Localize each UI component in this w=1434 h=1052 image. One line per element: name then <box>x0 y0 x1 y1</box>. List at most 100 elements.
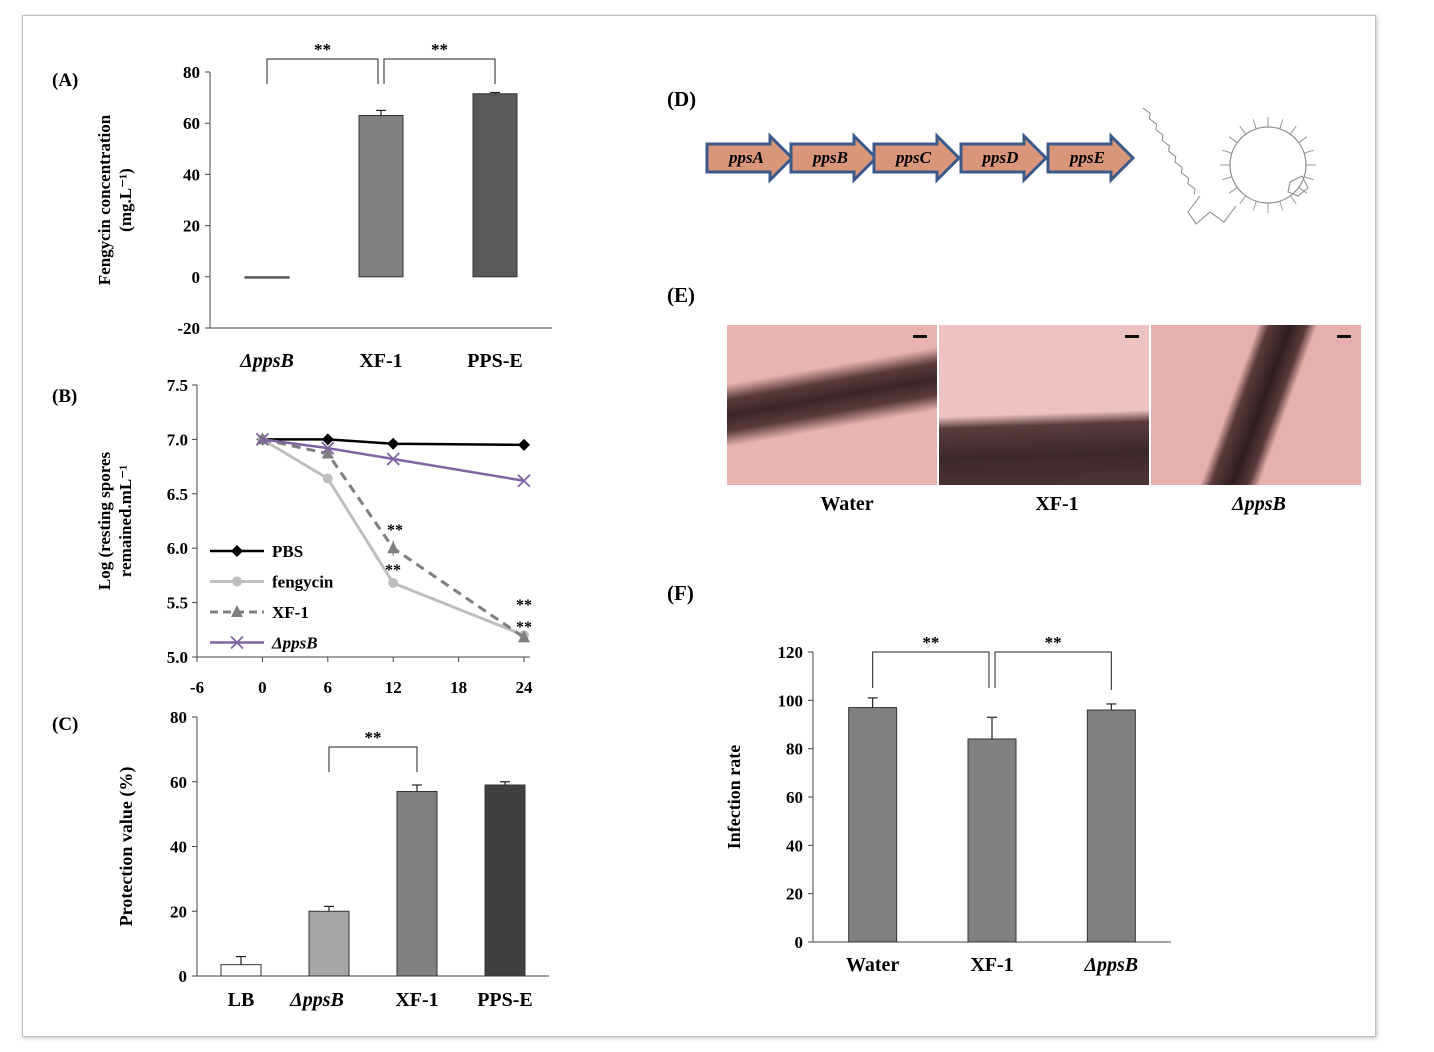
gene-label: ppsD <box>981 148 1019 167</box>
bar <box>358 115 404 278</box>
y-axis-label: Protection value (%) <box>116 767 137 927</box>
marker-x <box>321 441 335 455</box>
bar <box>967 738 1017 943</box>
gene-arrow <box>789 132 879 184</box>
micrograph-water <box>727 325 937 485</box>
y-tick-label: 80 <box>170 708 187 727</box>
x-category-label: XF-1 <box>395 989 438 1011</box>
y-axis-label-line2: (mg.L⁻¹) <box>116 168 135 232</box>
significance-marker: ** <box>922 633 939 652</box>
panel-label-e: (E) <box>667 283 695 307</box>
legend-label: ΔppsB <box>271 634 318 653</box>
y-tick-label: 40 <box>183 165 200 184</box>
scale-bar <box>1125 335 1139 338</box>
marker-x <box>386 452 400 466</box>
micrograph-xf1 <box>939 325 1149 485</box>
y-tick-label: 7.0 <box>167 430 188 449</box>
significance-bracket <box>328 746 418 772</box>
y-tick-label: 5.0 <box>167 648 188 667</box>
gene-label: ppsC <box>894 148 932 167</box>
panel-label-f: (F) <box>667 581 694 605</box>
aromatic-ring <box>1287 175 1309 197</box>
significance-marker: ** <box>365 728 382 747</box>
x-category-label: Water <box>846 954 899 976</box>
x-tick-label: -6 <box>190 678 204 697</box>
figure-frame <box>22 15 1376 1037</box>
y-tick-label: 0 <box>192 268 201 287</box>
significance-marker: ** <box>314 40 331 59</box>
y-tick-label: 0 <box>179 967 188 986</box>
gene-arrow <box>705 132 795 184</box>
bar <box>220 964 262 977</box>
side-chain <box>1279 200 1284 211</box>
significance-bracket <box>994 651 1112 690</box>
y-tick-label: 60 <box>786 788 803 807</box>
x-tick-label: 12 <box>385 678 402 697</box>
x-category-label: ΔppsB <box>289 989 344 1011</box>
fengycin-structure-drawing <box>1142 107 1316 225</box>
significance-marker: ** <box>385 562 401 579</box>
panel-label-c: (C) <box>52 714 78 735</box>
micrograph-label-xf1: XF-1 <box>1035 493 1078 515</box>
gene-arrow <box>1046 132 1136 184</box>
marker-diamond <box>231 545 243 557</box>
marker-diamond <box>518 438 530 451</box>
peptide-ring <box>1229 126 1307 204</box>
y-tick-label: 7.5 <box>167 376 188 395</box>
bar <box>396 790 438 977</box>
significance-bracket <box>266 58 379 84</box>
y-axis-label: Infection rate <box>724 745 744 849</box>
x-category-label: LB <box>228 989 255 1011</box>
micrograph-appsb <box>1151 325 1361 485</box>
marker-triangle <box>321 446 334 459</box>
bar <box>244 276 290 279</box>
panel-label-b: (B) <box>52 386 77 407</box>
x-tick-label: 24 <box>516 678 534 697</box>
x-tick-label: 0 <box>258 678 267 697</box>
side-chain <box>1279 119 1284 130</box>
bar <box>308 910 350 977</box>
marker-x <box>255 432 270 447</box>
marker-circle <box>322 473 333 484</box>
gene-arrow <box>872 132 962 184</box>
side-chain <box>1252 119 1257 130</box>
side-chain <box>1222 149 1233 154</box>
bar <box>472 93 518 278</box>
micrograph-label-water: Water <box>820 493 873 515</box>
y-axis-label-line2: remained.mL⁻¹ <box>116 465 135 577</box>
significance-bracket <box>872 651 990 688</box>
side-chain <box>1222 176 1233 181</box>
y-tick-label: 20 <box>183 217 200 236</box>
y-tick-label: -20 <box>177 319 200 338</box>
significance-bracket <box>383 58 496 84</box>
gene-label: ppsE <box>1068 148 1105 167</box>
marker-diamond <box>387 437 400 450</box>
y-tick-label: 6.0 <box>167 539 188 558</box>
y-tick-label: 100 <box>778 691 804 710</box>
marker-circle <box>388 578 399 589</box>
gene-label: ppsB <box>811 148 848 167</box>
marker-circle <box>232 576 242 587</box>
significance-marker: ** <box>1045 633 1062 652</box>
gene-arrow <box>959 132 1049 184</box>
legend-label: fengycin <box>272 573 334 592</box>
panel-label-d: (D) <box>667 87 696 111</box>
series-line <box>262 437 525 639</box>
x-tick-label: 6 <box>324 678 333 697</box>
significance-marker: ** <box>516 619 532 636</box>
lipid-tail <box>1142 107 1196 195</box>
series-line <box>262 438 525 447</box>
marker-triangle <box>518 630 530 643</box>
x-category-label: PPS-E <box>477 989 533 1011</box>
marker-x <box>517 474 531 488</box>
side-chain <box>1252 200 1257 211</box>
significance-marker: ** <box>431 40 448 59</box>
side-chain <box>1303 176 1314 181</box>
side-chain <box>1239 125 1247 135</box>
series-line <box>261 438 525 637</box>
y-tick-label: 60 <box>183 114 200 133</box>
legend-label: XF-1 <box>272 603 309 622</box>
y-tick-label: 80 <box>786 740 803 759</box>
legend-label: PBS <box>272 542 303 561</box>
side-chain <box>1228 136 1238 144</box>
